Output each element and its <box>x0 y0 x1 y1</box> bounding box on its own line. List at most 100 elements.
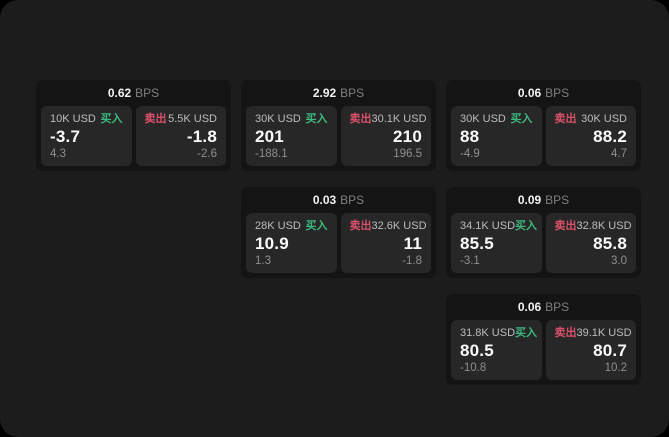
sell-delta: -1.8 <box>402 254 422 267</box>
sell-side-label: 卖出 <box>349 220 372 232</box>
quote-card-body: 28K USD 买入 10.9 1.3 卖出 32.6K USD 11 -1.8 <box>241 213 436 278</box>
sell-price: -1.8 <box>186 127 217 147</box>
bps-value: 0.62 <box>107 86 132 100</box>
sell-tile-header: 卖出 32.6K USD <box>349 220 427 232</box>
bps-unit-label: BPS <box>545 86 570 100</box>
buy-side-label: 买入 <box>510 113 533 125</box>
sell-side-label: 卖出 <box>554 113 577 125</box>
bps-unit-label: BPS <box>545 300 570 314</box>
buy-price: 80.5 <box>460 341 494 361</box>
sell-size: 30K USD <box>581 113 627 125</box>
buy-side-label: 买入 <box>305 220 328 232</box>
buy-size: 30K USD <box>460 113 506 125</box>
buy-size: 10K USD <box>50 113 96 125</box>
quote-card: 0.03 BPS 28K USD 买入 10.9 1.3 卖出 32.6K US… <box>241 187 436 278</box>
buy-size: 30K USD <box>255 113 301 125</box>
bps-value: 2.92 <box>312 86 337 100</box>
bps-header: 0.09 BPS <box>446 187 641 213</box>
sell-price: 88.2 <box>593 127 627 147</box>
sell-quote-tile[interactable]: 卖出 30.1K USD 210 196.5 <box>340 106 431 166</box>
quote-card-body: 31.8K USD 买入 80.5 -10.8 卖出 39.1K USD 80.… <box>446 320 641 385</box>
buy-tile-header: 28K USD 买入 <box>255 220 328 232</box>
buy-price: 88 <box>460 127 480 147</box>
bps-header: 0.06 BPS <box>446 80 641 106</box>
quote-card: 0.06 BPS 31.8K USD 买入 80.5 -10.8 卖出 39.1… <box>446 294 641 385</box>
buy-delta: 1.3 <box>255 254 271 267</box>
buy-quote-tile[interactable]: 30K USD 买入 88 -4.9 <box>451 106 542 166</box>
buy-size: 34.1K USD <box>460 220 516 232</box>
buy-delta: -188.1 <box>255 147 288 160</box>
buy-side-label: 买入 <box>515 220 538 232</box>
sell-size: 32.6K USD <box>371 220 427 232</box>
buy-price: 85.5 <box>460 234 494 254</box>
sell-price: 11 <box>403 234 422 254</box>
sell-size: 5.5K USD <box>168 113 217 125</box>
buy-price: -3.7 <box>50 127 81 147</box>
quote-card-body: 34.1K USD 买入 85.5 -3.1 卖出 32.8K USD 85.8… <box>446 213 641 278</box>
sell-delta: 3.0 <box>611 254 627 267</box>
sell-quote-tile[interactable]: 卖出 32.6K USD 11 -1.8 <box>340 213 431 273</box>
sell-quote-tile[interactable]: 卖出 39.1K USD 80.7 10.2 <box>545 320 636 380</box>
buy-delta: 4.3 <box>50 147 66 160</box>
sell-size: 30.1K USD <box>371 113 427 125</box>
bps-unit-label: BPS <box>340 193 365 207</box>
buy-quote-tile[interactable]: 30K USD 买入 201 -188.1 <box>246 106 337 166</box>
sell-price: 210 <box>393 127 422 147</box>
buy-delta: -4.9 <box>460 147 480 160</box>
buy-side-label: 买入 <box>100 113 123 125</box>
buy-tile-header: 10K USD 买入 <box>50 113 123 125</box>
sell-tile-header: 卖出 39.1K USD <box>554 327 632 339</box>
buy-quote-tile[interactable]: 28K USD 买入 10.9 1.3 <box>246 213 337 273</box>
sell-quote-tile[interactable]: 卖出 30K USD 88.2 4.7 <box>545 106 636 166</box>
buy-side-label: 买入 <box>515 327 538 339</box>
quote-card: 0.06 BPS 30K USD 买入 88 -4.9 卖出 30K USD 8… <box>446 80 641 171</box>
bps-unit-label: BPS <box>135 86 160 100</box>
sell-tile-header: 卖出 30.1K USD <box>349 113 427 125</box>
quote-card-body: 30K USD 买入 88 -4.9 卖出 30K USD 88.2 4.7 <box>446 106 641 171</box>
bps-header: 0.62 BPS <box>36 80 231 106</box>
quote-card: 0.09 BPS 34.1K USD 买入 85.5 -3.1 卖出 32.8K… <box>446 187 641 278</box>
sell-quote-tile[interactable]: 卖出 32.8K USD 85.8 3.0 <box>545 213 636 273</box>
bps-unit-label: BPS <box>545 193 570 207</box>
bps-value: 0.09 <box>517 193 542 207</box>
buy-delta: -10.8 <box>460 361 487 374</box>
buy-price: 10.9 <box>255 234 289 254</box>
buy-quote-tile[interactable]: 34.1K USD 买入 85.5 -3.1 <box>451 213 542 273</box>
quote-grid: 0.62 BPS 10K USD 买入 -3.7 4.3 卖出 5.5K USD… <box>36 80 641 385</box>
bps-value: 0.06 <box>517 86 542 100</box>
sell-quote-tile[interactable]: 卖出 5.5K USD -1.8 -2.6 <box>135 106 226 166</box>
quote-card: 0.62 BPS 10K USD 买入 -3.7 4.3 卖出 5.5K USD… <box>36 80 231 171</box>
buy-tile-header: 30K USD 买入 <box>460 113 533 125</box>
sell-side-label: 卖出 <box>554 220 577 232</box>
quote-card: 2.92 BPS 30K USD 买入 201 -188.1 卖出 30.1K … <box>241 80 436 171</box>
sell-side-label: 卖出 <box>349 113 372 125</box>
sell-side-label: 卖出 <box>144 113 167 125</box>
buy-quote-tile[interactable]: 10K USD 买入 -3.7 4.3 <box>41 106 132 166</box>
sell-size: 39.1K USD <box>576 327 632 339</box>
buy-tile-header: 34.1K USD 买入 <box>460 220 537 232</box>
quote-card-body: 30K USD 买入 201 -188.1 卖出 30.1K USD 210 1… <box>241 106 436 171</box>
bps-value: 0.06 <box>517 300 542 314</box>
sell-tile-header: 卖出 32.8K USD <box>554 220 632 232</box>
sell-delta: 10.2 <box>604 361 627 374</box>
buy-delta: -3.1 <box>460 254 480 267</box>
bps-header: 0.03 BPS <box>241 187 436 213</box>
sell-size: 32.8K USD <box>576 220 632 232</box>
bps-unit-label: BPS <box>340 86 365 100</box>
sell-delta: -2.6 <box>197 147 217 160</box>
buy-quote-tile[interactable]: 31.8K USD 买入 80.5 -10.8 <box>451 320 542 380</box>
buy-side-label: 买入 <box>305 113 328 125</box>
sell-delta: 196.5 <box>393 147 422 160</box>
buy-size: 28K USD <box>255 220 301 232</box>
bps-value: 0.03 <box>312 193 337 207</box>
sell-delta: 4.7 <box>611 147 627 160</box>
bps-header: 2.92 BPS <box>241 80 436 106</box>
quote-card-body: 10K USD 买入 -3.7 4.3 卖出 5.5K USD -1.8 -2.… <box>36 106 231 171</box>
sell-side-label: 卖出 <box>554 327 577 339</box>
buy-tile-header: 31.8K USD 买入 <box>460 327 537 339</box>
bps-header: 0.06 BPS <box>446 294 641 320</box>
sell-tile-header: 卖出 5.5K USD <box>145 113 218 125</box>
buy-size: 31.8K USD <box>460 327 516 339</box>
buy-price: 201 <box>255 127 284 147</box>
